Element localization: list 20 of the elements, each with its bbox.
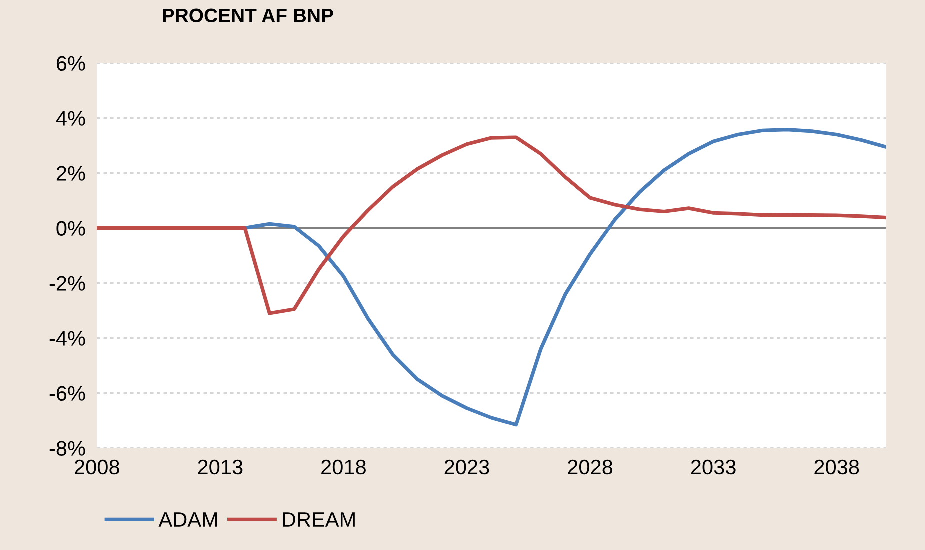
y-tick-label: 2% (56, 166, 86, 181)
x-tick-label: 2008 (75, 460, 120, 475)
line-series (97, 136, 886, 316)
y-tick-label: 6% (56, 56, 86, 72)
x-tick-label: 2038 (814, 460, 860, 475)
y-tick-label: -4% (50, 331, 86, 346)
x-tick-label: 2013 (198, 460, 243, 475)
legend-label: ADAM (158, 512, 218, 527)
legend-label: DREAM (283, 512, 355, 527)
x-tick-label: 2023 (444, 460, 490, 475)
x-tick-label: 2033 (691, 460, 736, 475)
y-tick-label: -8% (50, 441, 86, 456)
chart-title: PROCENT AF BNP (163, 8, 334, 23)
y-tick-label: -6% (50, 386, 86, 402)
y-tick-label: 0% (56, 221, 86, 236)
y-tick-label: -2% (50, 276, 86, 291)
x-tick-label: 2018 (322, 460, 366, 475)
line-series (243, 128, 886, 427)
y-tick-label: 4% (56, 111, 86, 126)
x-tick-label: 2028 (568, 460, 613, 475)
